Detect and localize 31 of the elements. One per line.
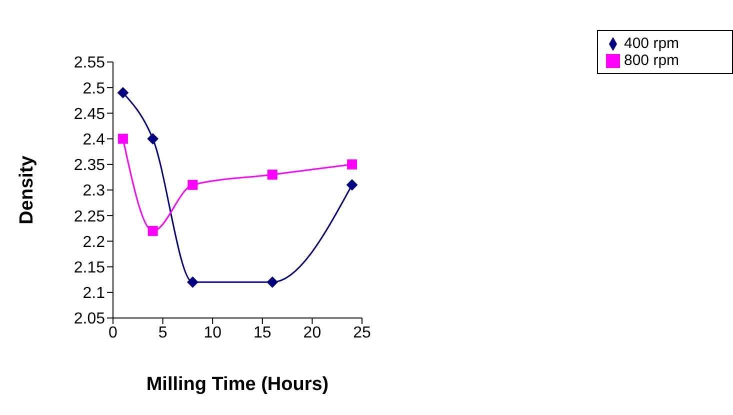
y-tick-label: 2.3 [82, 182, 106, 200]
y-axis-title: Density [16, 155, 38, 224]
legend-label: 800 rpm [624, 52, 680, 69]
y-tick-label: 2.45 [74, 106, 106, 123]
point [117, 87, 128, 98]
y-tick-label: 2.55 [74, 54, 106, 72]
x-axis-title: Milling Time (Hours) [146, 374, 329, 395]
point [266, 276, 278, 288]
point [187, 276, 198, 288]
y-tick-label: 2.1 [82, 285, 106, 302]
x-tick-label: 15 [254, 324, 272, 342]
y-tick-label: 2.35 [74, 157, 106, 174]
point [118, 134, 128, 144]
y-tick-label: 2.25 [74, 208, 106, 226]
y-tick-label: 2.15 [74, 259, 106, 276]
legend-label: 400 rpm [624, 35, 680, 52]
point [188, 180, 198, 190]
point [148, 226, 158, 236]
point [147, 133, 158, 144]
x-tick-label: 25 [353, 324, 371, 342]
point [267, 170, 278, 180]
x-tick-label: 0 [108, 324, 118, 342]
point [346, 179, 358, 190]
x-tick-label: 5 [158, 324, 168, 342]
point [347, 159, 358, 170]
y-tick-label: 2.5 [82, 80, 106, 98]
y-tick-label: 2.05 [74, 310, 106, 328]
y-tick-label: 2.2 [82, 234, 106, 251]
x-tick-label: 20 [303, 324, 322, 342]
x-tick-label: 10 [204, 324, 222, 342]
y-tick-label: 2.4 [82, 131, 106, 148]
